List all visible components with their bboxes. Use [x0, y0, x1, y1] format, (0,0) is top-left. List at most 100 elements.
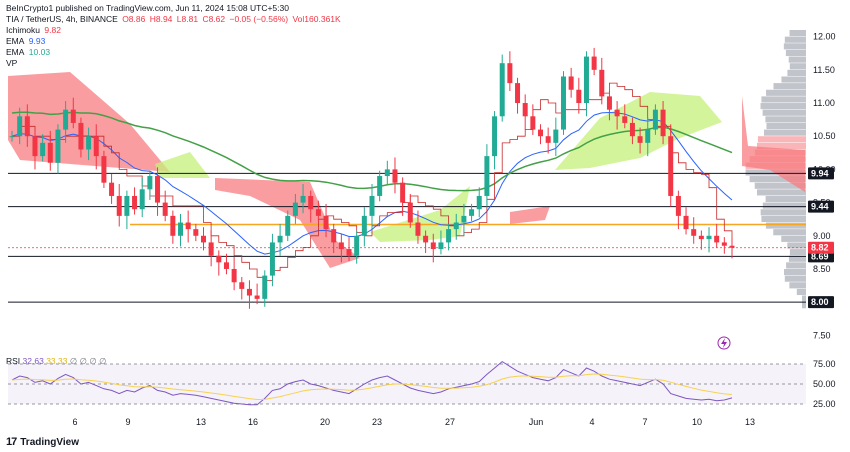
vp-bar — [757, 136, 806, 143]
time-axis-tick: 6 — [72, 417, 77, 427]
candle-body — [208, 242, 214, 256]
ema-slow-label: EMA — [6, 47, 25, 57]
candle-body — [637, 136, 643, 143]
candle-body — [246, 288, 252, 296]
vp-bar — [760, 209, 806, 216]
time-axis-tick: 20 — [320, 417, 330, 427]
vp-bar — [789, 282, 806, 289]
lightning-icon-glyph — [721, 338, 727, 348]
vp-label: VP — [6, 58, 18, 68]
symbol-legend[interactable]: TIA / TetherUS, 4h, BINANCE O8.86 H8.94 … — [6, 14, 343, 24]
candle-body — [668, 136, 674, 196]
candle-body — [55, 129, 61, 163]
rsi-value: 32.63 — [22, 356, 44, 366]
rsi-ma-value: 33.33 — [46, 356, 68, 366]
candle-body — [193, 229, 199, 236]
candle-body — [254, 295, 260, 299]
candle-body — [354, 235, 360, 256]
ichimoku-cloud-segment — [370, 186, 470, 242]
candle-body — [553, 129, 559, 143]
candles — [9, 47, 735, 309]
current-price-label: 8.82 — [811, 243, 829, 253]
tradingview-footer[interactable]: 17 TradingView — [6, 436, 79, 448]
candle-body — [262, 275, 268, 299]
vp-bar — [756, 142, 806, 149]
rsi-legend[interactable]: RSI 32.63 33.33 ∅ ∅ ∅ ∅ — [6, 356, 107, 367]
candle-body — [285, 215, 291, 236]
candle-body — [223, 262, 229, 269]
candle-body — [361, 215, 367, 236]
candle-body — [17, 116, 23, 137]
candle-body — [139, 189, 145, 210]
rsi-axis-tick: 75.00 — [813, 359, 836, 369]
price-axis: 12.0011.5011.0010.5010.009.509.008.508.0… — [813, 32, 836, 341]
vp-bar — [783, 268, 806, 276]
candle-body — [492, 116, 498, 157]
rsi-panel: 75.00 50.00 25.00 — [8, 359, 836, 409]
rsi-label: RSI — [6, 356, 21, 366]
ema-slow-legend[interactable]: EMA 10.03 — [6, 47, 52, 57]
ichimoku-base-line — [12, 82, 733, 281]
candle-body — [384, 169, 390, 177]
candle-body — [323, 215, 329, 230]
candle-body — [515, 83, 521, 104]
vp-bar — [802, 302, 806, 309]
ema-fast-label: EMA — [6, 36, 25, 46]
ichimoku-cloud-segment — [215, 178, 360, 268]
time-axis: 6 9 13 16 20 23 27 Jun 4 7 10 13 — [72, 417, 755, 427]
vp-legend[interactable]: VP — [6, 58, 19, 68]
vp-bar — [788, 56, 806, 63]
lightning-icon — [717, 336, 731, 350]
candle-body — [269, 242, 275, 276]
vp-bar — [781, 76, 806, 83]
vp-bar — [760, 103, 806, 110]
candle-body — [568, 76, 574, 90]
candle-body — [645, 129, 651, 143]
candle-body — [538, 129, 544, 137]
vp-bar — [789, 30, 806, 37]
candle-body — [185, 222, 191, 230]
time-axis-tick: 13 — [196, 417, 206, 427]
low-value: L8.81 — [176, 14, 199, 24]
candle-body — [691, 229, 697, 236]
candle-body — [446, 229, 452, 243]
vp-bar — [785, 49, 806, 57]
candle-body — [560, 76, 566, 130]
ichimoku-value: 9.82 — [44, 25, 61, 35]
candle-body — [461, 215, 467, 223]
vp-bar — [773, 229, 806, 236]
candle-body — [86, 136, 92, 150]
ichimoku-cloud-segment — [742, 96, 805, 192]
price-axis-tick: 11.00 — [813, 98, 835, 108]
time-axis-tick: 10 — [692, 417, 702, 427]
vp-bar — [762, 202, 806, 209]
level-price-tag — [808, 167, 834, 180]
candle-body — [652, 109, 658, 130]
time-axis-tick: 16 — [248, 417, 258, 427]
candle-body — [606, 96, 612, 110]
price-axis-tick: 9.00 — [813, 231, 831, 241]
high-value: H8.94 — [149, 14, 173, 24]
candle-body — [40, 142, 46, 157]
volume-value: Vol160.361K — [292, 14, 341, 24]
close-value: C8.62 — [202, 14, 226, 24]
vp-bar — [766, 89, 806, 96]
candle-body — [438, 242, 444, 250]
price-axis-tick: 12.00 — [813, 32, 836, 42]
candle-body — [32, 136, 38, 157]
vp-bar — [788, 255, 806, 262]
candle-body — [683, 215, 689, 230]
candle-body — [231, 268, 237, 283]
vp-bar — [761, 215, 806, 223]
vp-bar — [765, 195, 806, 203]
candle-body — [338, 242, 344, 250]
ema-fast-legend[interactable]: EMA 9.93 — [6, 36, 47, 46]
candle-body — [614, 109, 620, 117]
candle-body — [101, 156, 107, 183]
ichimoku-legend[interactable]: Ichimoku 9.82 — [6, 25, 63, 35]
candle-body — [216, 255, 222, 263]
vp-bar — [789, 63, 806, 70]
vp-bar — [762, 109, 806, 116]
candle-body — [124, 195, 130, 216]
